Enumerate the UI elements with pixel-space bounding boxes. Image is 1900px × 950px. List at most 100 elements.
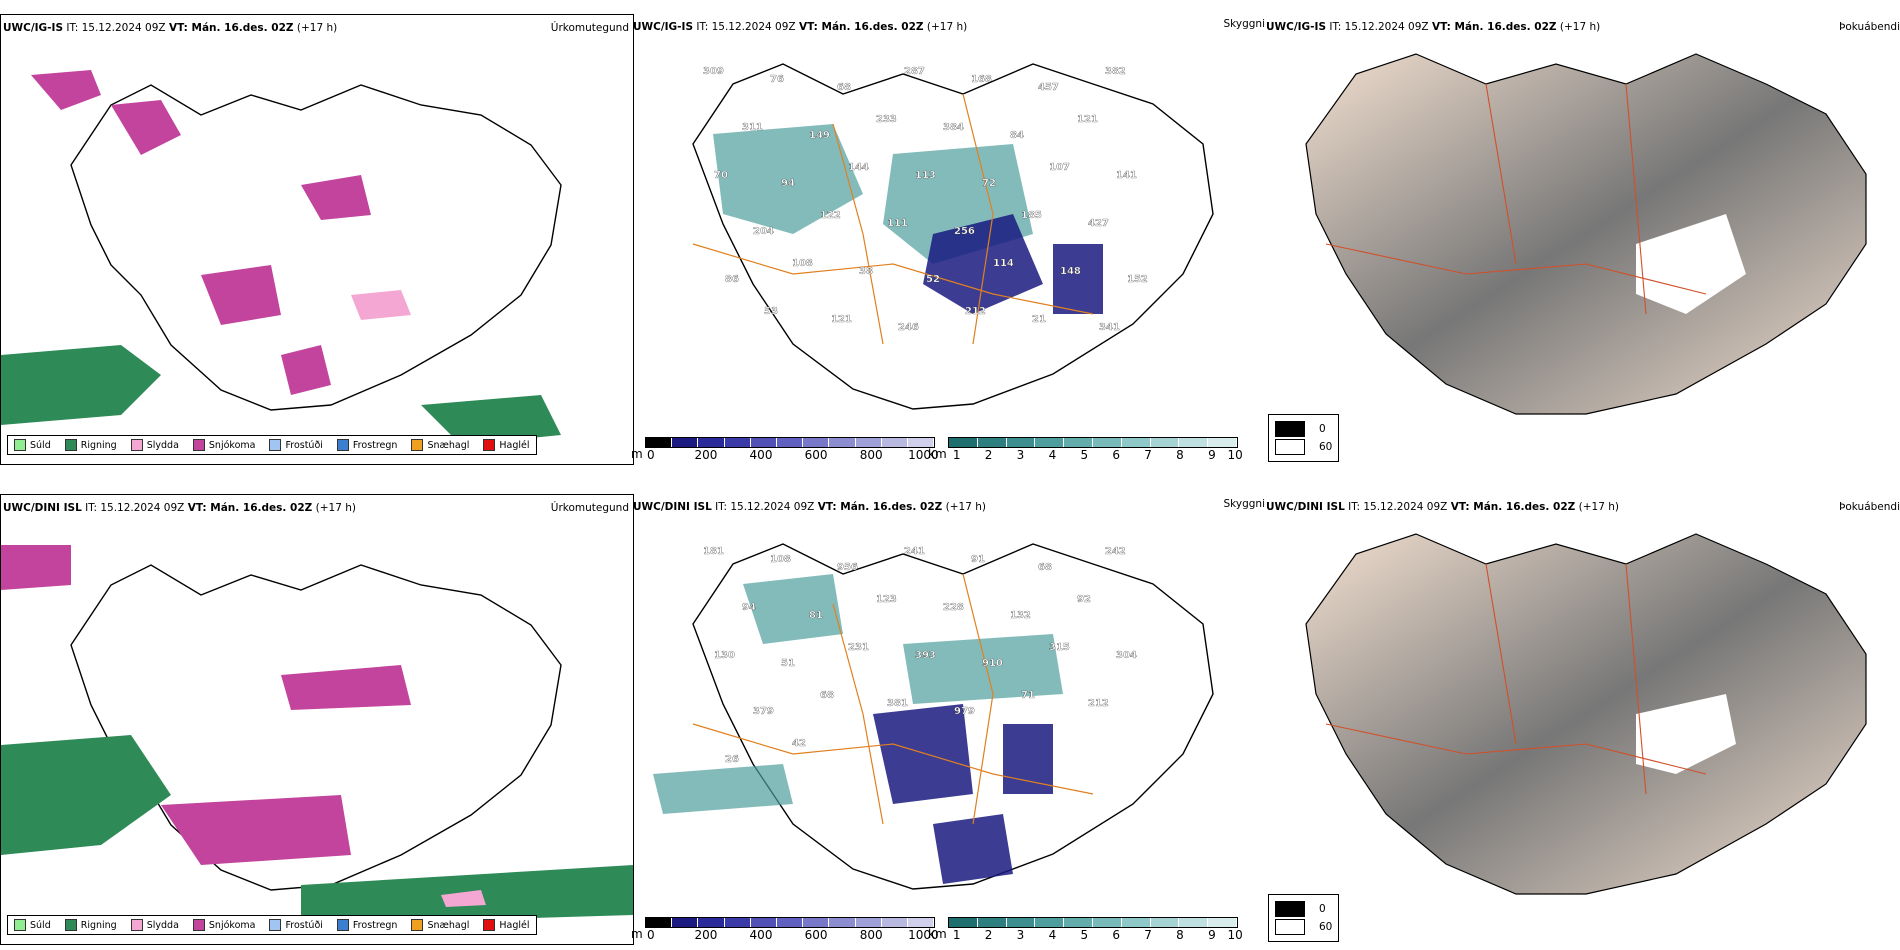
legend-item: Snjókoma — [192, 919, 255, 931]
valid-time: VT: Mán. 16.des. 02Z — [168, 22, 294, 34]
precip-rain-2 — [1, 735, 633, 925]
height-colorbar-cells — [645, 437, 935, 448]
ceiling-value-label: 107 — [1049, 162, 1070, 173]
legend-label: Súld — [30, 919, 51, 931]
precip-sleet-1 — [351, 290, 411, 320]
iceland-outline — [70, 564, 562, 891]
swatch-freezing-rain — [336, 919, 349, 931]
tick: 2 — [984, 448, 993, 462]
legend-label: Súld — [30, 439, 51, 451]
fog-legend-label: 0 — [1319, 423, 1326, 435]
ceiling-value-label: 92 — [1077, 594, 1091, 605]
fog-legend: 0 60 — [1268, 414, 1340, 462]
roads — [1325, 563, 1707, 795]
roads — [1325, 83, 1707, 315]
panel-header-precip-2: UWC/DINI ISL IT: 15.12.2024 09Z VT: Mán.… — [3, 502, 356, 515]
fog-legend-label: 60 — [1319, 921, 1333, 933]
legend-item: Slydda — [130, 919, 179, 931]
model-name: UWC/IG-IS — [633, 21, 694, 33]
fog-legend-label: 60 — [1319, 441, 1333, 453]
iceland-fog-fill — [1305, 53, 1867, 415]
ceiling-value-label: 51 — [781, 658, 795, 669]
ceiling-value-label: 304 — [1116, 650, 1137, 661]
ceiling-value-label: 121 — [831, 314, 852, 325]
ceiling-value-label: 212 — [1088, 698, 1109, 709]
panel-title-ceiling: Skyggni — [1223, 18, 1266, 30]
ceiling-value-label: 94 — [742, 602, 756, 613]
tick: 10 — [1227, 448, 1243, 462]
issue-time: IT: 15.12.2024 09Z — [1344, 501, 1451, 513]
fog-index-panel-2: UWC/DINI ISL IT: 15.12.2024 09Z VT: Mán.… — [1266, 494, 1900, 943]
model-name: UWC/DINI ISL — [3, 502, 82, 514]
ceiling-value-label: 212 — [965, 306, 986, 317]
ceiling-value-label: 53 — [764, 306, 778, 317]
legend-label: Rigning — [80, 919, 117, 931]
legend-item: Rigning — [64, 439, 117, 451]
swatch-snow — [192, 439, 205, 451]
tick: 0 — [646, 928, 655, 942]
tick: 400 — [749, 928, 773, 942]
issue-time: IT: 15.12.2024 09Z — [81, 502, 188, 514]
ceiling-value-label: 246 — [898, 322, 919, 333]
tick: 800 — [859, 928, 883, 942]
ceiling-visibility-panel-1: 309 76 68 287 168 457 382 311 149 233 384 84 121 70 94… — [631, 14, 1266, 463]
visibility-unit: km — [928, 927, 947, 941]
tick: 400 — [749, 448, 773, 462]
model-name: UWC/IG-IS — [1266, 21, 1327, 33]
ceiling-value-label: 910 — [982, 658, 1003, 669]
ceiling-value-label: 256 — [954, 226, 975, 237]
legend-item: Slydda — [130, 439, 179, 451]
ceiling-value-label: 91 — [971, 554, 985, 565]
tick: 1000 — [908, 448, 939, 462]
legend-label: Frostúði — [285, 919, 323, 931]
tick: 1 — [952, 448, 961, 462]
model-name: UWC/DINI ISL — [1266, 501, 1345, 513]
swatch-rain — [64, 919, 77, 931]
legend-item: Frostúði — [269, 919, 323, 931]
swatch-freezing-rain — [336, 439, 349, 451]
tick: 200 — [694, 928, 718, 942]
fog-swatch-dark — [1275, 421, 1305, 437]
swatch-freezing-drizzle — [269, 439, 282, 451]
precip-rain-1 — [1, 345, 561, 445]
ceiling-area — [873, 704, 1053, 884]
ceiling-value-label: 84 — [1010, 130, 1024, 141]
tick: 1 — [952, 928, 961, 942]
fog-legend-row: 60 — [1275, 919, 1332, 935]
legend-item: Frostúði — [269, 439, 323, 451]
visibility-area — [653, 574, 1063, 814]
precip-legend: Súld Rigning Slydda Snjókoma Frostúði Fr… — [7, 435, 537, 455]
ceiling-value-label: 108 — [770, 554, 791, 565]
legend-label: Rigning — [80, 439, 117, 451]
lead-time: (+17 h) — [1575, 501, 1619, 513]
issue-time: IT: 15.12.2024 09Z — [1326, 21, 1432, 33]
ceiling-value-label: 168 — [971, 74, 992, 85]
ceiling-value-label: 379 — [753, 706, 774, 717]
tick: 3 — [1016, 448, 1025, 462]
issue-time: IT: 15.12.2024 09Z — [711, 501, 818, 513]
ceiling-value-label: 152 — [1127, 274, 1148, 285]
fog-map-1 — [1305, 53, 1867, 415]
legend-item: Snæhagl — [411, 439, 469, 451]
ceiling-value-label: 26 — [725, 754, 739, 765]
precip-snow-2 — [1, 545, 411, 865]
legend-label: Haglél — [499, 439, 530, 451]
legend-label: Frostúði — [285, 439, 323, 451]
ceiling-value-label: 242 — [1105, 546, 1126, 557]
lead-time: (+17 h) — [942, 501, 986, 513]
valid-time: VT: Mán. 16.des. 02Z — [817, 501, 943, 513]
ceiling-value-label: 141 — [1116, 170, 1137, 181]
row-1: UWC/IG-IS IT: 15.12.2024 09Z VT: Mán. 16… — [0, 0, 1900, 470]
tick: 0 — [646, 448, 655, 462]
tick: 2 — [984, 928, 993, 942]
ceiling-value-label: 111 — [887, 218, 908, 229]
ceiling-map-2: 181 108 956 241 91 68 242 94 81 123 228 132 92 130 51 2… — [653, 543, 1214, 890]
ceiling-value-label: 309 — [703, 66, 724, 77]
ceiling-map-1: 309 76 68 287 168 457 382 311 149 233 384 84 121 70 94… — [692, 63, 1214, 410]
legend-item: Súld — [14, 439, 51, 451]
fog-legend-row: 60 — [1275, 439, 1332, 455]
ceiling-value-label: 68 — [1038, 562, 1052, 573]
panel-header-precip-1: UWC/IG-IS IT: 15.12.2024 09Z VT: Mán. 16… — [3, 22, 337, 35]
height-colorbar: m 0 200 400 600 800 1000 — [631, 917, 939, 942]
swatch-drizzle — [14, 919, 26, 931]
